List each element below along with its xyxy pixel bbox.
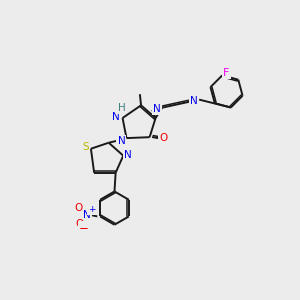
Text: N: N: [83, 210, 91, 220]
Text: N: N: [112, 112, 120, 122]
Text: H: H: [118, 103, 125, 113]
Text: N: N: [118, 136, 125, 146]
Text: −: −: [79, 222, 89, 235]
Text: F: F: [223, 68, 230, 78]
Text: O: O: [74, 203, 83, 213]
Text: N: N: [124, 149, 132, 160]
Text: N: N: [190, 96, 198, 106]
Text: O: O: [159, 133, 168, 143]
Text: S: S: [82, 142, 89, 152]
Text: +: +: [88, 205, 95, 214]
Text: N: N: [153, 104, 161, 114]
Text: O: O: [76, 219, 84, 229]
